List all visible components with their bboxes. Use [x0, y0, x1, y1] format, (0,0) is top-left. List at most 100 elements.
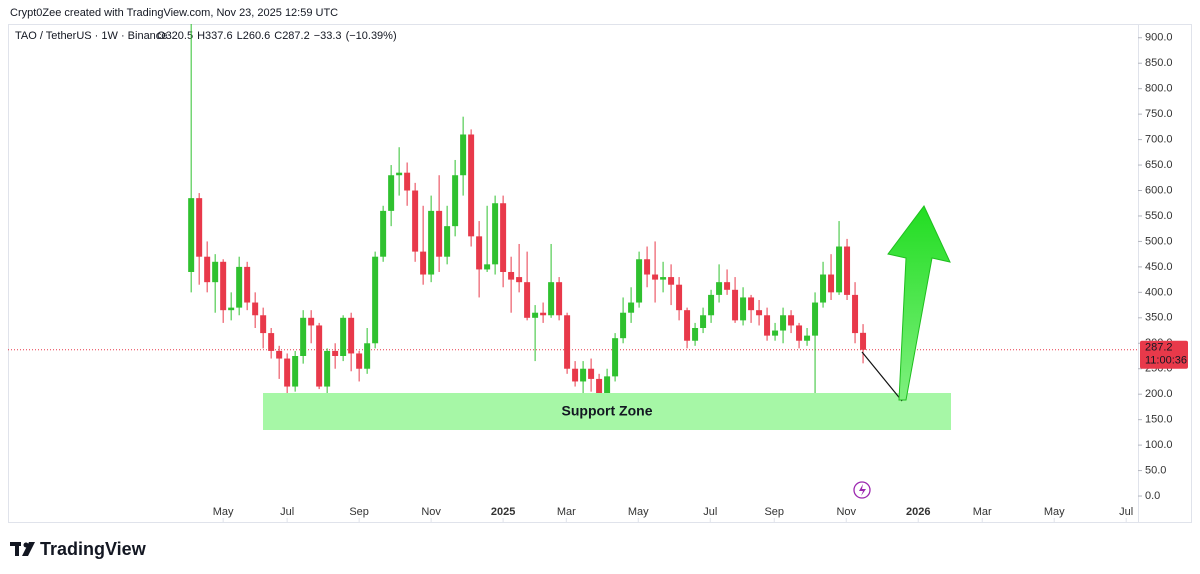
candle-body [716, 282, 723, 295]
legend-change-pct: (−10.39%) [346, 30, 397, 42]
candle-body [556, 282, 563, 316]
x-tick-label: 2026 [906, 506, 930, 518]
candle-body [324, 350, 331, 387]
legend-letter: C [274, 30, 282, 42]
y-tick-label: 100.0 [1145, 439, 1173, 451]
candle-body [316, 325, 323, 387]
candle-body [740, 297, 747, 321]
candle-body [828, 274, 835, 293]
candle-body [836, 246, 843, 293]
candle-body [676, 284, 683, 311]
y-tick-label: 650.0 [1145, 159, 1173, 171]
candle-body [268, 333, 275, 351]
brand-name: TradingView [40, 539, 147, 559]
candle-body [540, 312, 547, 316]
logo-mark [22, 542, 35, 556]
candle-body [196, 198, 203, 257]
x-tick-label: Jul [703, 506, 717, 518]
event-bolt [859, 484, 866, 496]
x-tick-label: Mar [557, 506, 576, 518]
x-tick-label: Sep [349, 506, 369, 518]
candle-body [380, 210, 387, 257]
x-tick-label: May [213, 506, 234, 518]
legend-value: 337.6 [205, 30, 233, 42]
candle-body [252, 302, 259, 316]
x-axis: May Jul Sep Nov 2025 Mar May Jul Sep Nov 2026 Mar Ma… [213, 506, 1133, 522]
projection-line [861, 351, 903, 402]
y-tick-label: 800.0 [1145, 83, 1173, 95]
candle-body [588, 368, 595, 379]
candle-body [548, 282, 555, 316]
candle-body [308, 317, 315, 326]
legend-letter: L [237, 30, 243, 42]
x-tick-label: Jul [280, 506, 294, 518]
candle-body [332, 350, 339, 356]
x-tick-label: Nov [421, 506, 441, 518]
legend-letter: H [197, 30, 205, 42]
candle-body [604, 376, 611, 402]
price-tag-box [1140, 340, 1188, 369]
x-tick-label: May [628, 506, 649, 518]
candle-body [204, 256, 211, 283]
y-tick-label: 700.0 [1145, 133, 1173, 145]
candle-body [492, 203, 499, 265]
y-tick-label: 550.0 [1145, 210, 1173, 222]
symbol: TAO / TetherUS · 1W · Binance [15, 30, 167, 42]
candle-body [212, 261, 219, 283]
y-tick-label: 900.0 [1145, 32, 1173, 44]
y-tick-label: 50.0 [1145, 464, 1166, 476]
y-tick-label: 850.0 [1145, 57, 1173, 69]
candle-body [788, 315, 795, 326]
y-tick-label: 0.0 [1145, 490, 1160, 502]
x-tick-label: Mar [973, 506, 992, 518]
candle-body [572, 368, 579, 382]
candle-body [564, 315, 571, 369]
candle-body [356, 353, 363, 369]
candle-body [844, 246, 851, 295]
y-tick-label: 450.0 [1145, 261, 1173, 273]
legend-change: −33.3 [314, 30, 342, 42]
candle-body [644, 259, 651, 275]
header: Crypt0Zee created with TradingView.com, … [10, 7, 338, 19]
candle-body [860, 332, 867, 350]
x-tick-label: May [1044, 506, 1065, 518]
candle-body [580, 368, 587, 382]
candle-body [708, 294, 715, 316]
logo-mark [15, 542, 19, 556]
x-tick-label: Jul [1119, 506, 1133, 518]
candle-body [444, 226, 451, 257]
candle-body [668, 277, 675, 285]
candle-body [772, 330, 779, 336]
candle-body [476, 236, 483, 270]
legend-letter: O [157, 30, 166, 42]
candle-body [500, 203, 507, 272]
candle-body [596, 378, 603, 402]
candle-body [348, 317, 355, 354]
candle-body [364, 343, 371, 369]
candle-body [284, 358, 291, 387]
y-tick-label: 200.0 [1145, 388, 1173, 400]
y-axis: 0.050.0100.0150.0200.0250.0300.0350.0400… [1138, 32, 1173, 502]
candle-body [796, 325, 803, 341]
legend-value: 260.6 [243, 30, 271, 42]
candle-body [412, 190, 419, 252]
y-tick-label: 350.0 [1145, 312, 1173, 324]
legend-value: 287.2 [282, 30, 310, 42]
plot [8, 24, 1138, 425]
candle-body [780, 315, 787, 331]
candle-body [244, 266, 251, 303]
x-tick-label: Sep [764, 506, 784, 518]
legend: TAO / TetherUS · 1W · Binance O 320.5 H 337… [15, 30, 397, 42]
candle-body [292, 356, 299, 387]
candle-body [516, 277, 523, 283]
chart-frame [8, 24, 1192, 523]
candle-body [372, 256, 379, 344]
support-zone-label: Support Zone [562, 403, 653, 419]
candle-body [508, 271, 515, 280]
candle-body [748, 297, 755, 311]
event-icon [853, 481, 871, 499]
candle-body [812, 302, 819, 336]
